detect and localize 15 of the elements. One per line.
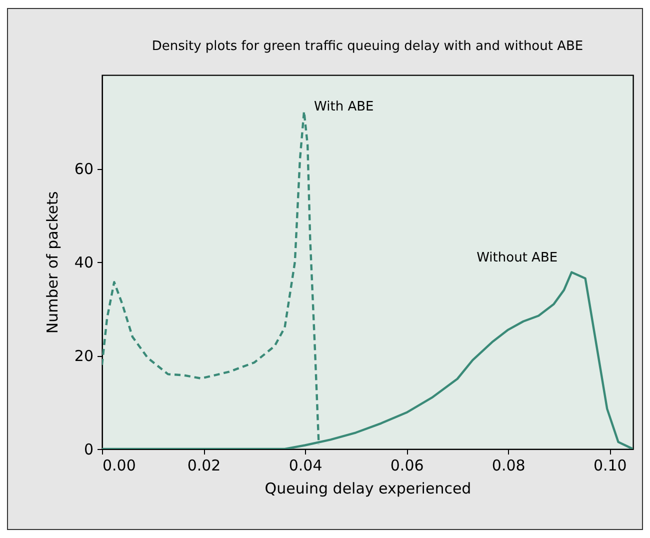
y-tick-label: 0 (84, 440, 94, 458)
x-tick-label: 0.02 (187, 456, 221, 474)
x-tick-label: 0.06 (390, 456, 424, 474)
y-tick-label: 40 (74, 254, 94, 272)
annotation: With ABE (314, 99, 374, 114)
y-tick-label: 20 (74, 347, 94, 365)
x-tick-label: 0.10 (593, 456, 627, 474)
annotation: Without ABE (476, 250, 558, 266)
x-tick-label: 0.04 (288, 456, 322, 474)
x-tick-label: 0.00 (102, 456, 136, 474)
x-axis-title: Queuing delay experienced (264, 480, 472, 498)
y-axis-title: Number of packets (43, 191, 62, 334)
chart-title: Density plots for green traffic queuing delay with and without ABE (152, 39, 584, 54)
x-tick-label: 0.08 (492, 456, 526, 474)
y-tick-label: 60 (74, 160, 94, 178)
